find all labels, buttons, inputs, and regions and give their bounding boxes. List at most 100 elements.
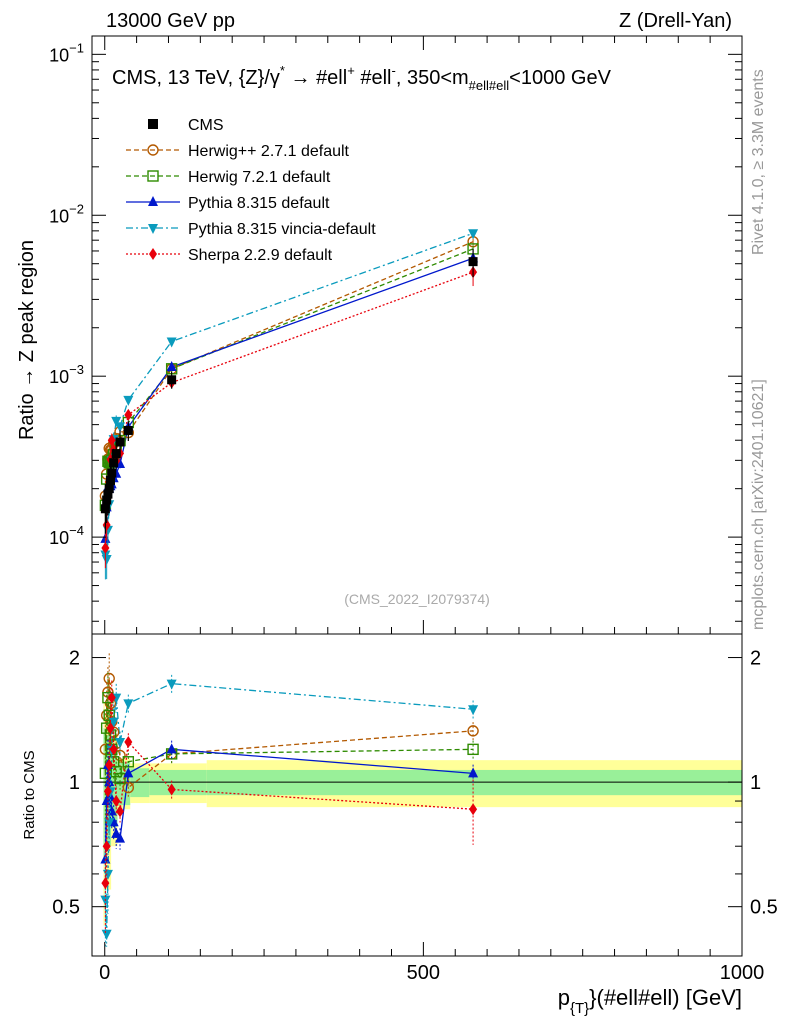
header-right: Z (Drell-Yan) (619, 10, 732, 32)
legend-label: Sherpa 2.2.9 default (188, 247, 333, 264)
ratio-point (108, 717, 119, 728)
legend-marker (149, 248, 157, 260)
ratio-point (100, 853, 111, 864)
series-point (101, 542, 110, 555)
ratio-point (111, 827, 122, 838)
band-stat-segment (130, 768, 150, 798)
series-point (468, 229, 479, 240)
legend-label: Pythia 8.315 vincia-default (188, 221, 376, 238)
series-point (101, 555, 112, 566)
ratio-point (115, 738, 126, 749)
series-point (111, 416, 122, 427)
series-point (124, 408, 133, 421)
ratio-point (115, 832, 126, 843)
analysis-watermark: (CMS_2022_I2079374) (344, 591, 490, 607)
data-point (104, 484, 114, 494)
data-point (468, 257, 478, 267)
rivet-label: Rivet 4.1.0, ≥ 3.3M events (750, 69, 767, 255)
series-line-3 (104, 232, 474, 560)
ratio-point (106, 722, 115, 735)
ratio-point (166, 743, 177, 754)
data-point (105, 475, 115, 485)
series-point (102, 518, 111, 531)
series-line-1 (104, 248, 474, 506)
ratio-point (116, 805, 125, 818)
ratio-point (467, 743, 479, 756)
legend-label: CMS (188, 117, 224, 134)
ratio-point (103, 785, 112, 798)
ratio-panel: 0.5 0.5 1 1 2 2 0 500 1000 (52, 633, 778, 984)
series-line-2 (104, 257, 474, 539)
series-point (107, 434, 116, 447)
ratio-tick-label-left: 2 (69, 648, 80, 670)
main-series-lines (104, 232, 474, 560)
ratio-line-3 (104, 682, 474, 934)
main-panel: 10−4 10−3 10−2 10−1 CMS, 13 TeV, {Z}/γ* → #… (49, 35, 743, 635)
header-left: 13000 GeV pp (106, 10, 235, 32)
x-axis-label: p{T}}(#ell#ell) [GeV] (558, 985, 742, 1017)
ratio-point (123, 699, 134, 710)
data-point (109, 458, 119, 468)
ratio-tick-label-left: 0.5 (52, 897, 80, 919)
ratio-point (124, 736, 133, 749)
ratio-point (123, 767, 134, 778)
ratio-point (112, 795, 121, 808)
ratio-axis-label: Ratio to CMS (21, 750, 38, 839)
x-tick-label: 1000 (720, 962, 765, 984)
uncertainty-band (103, 703, 743, 926)
series-point (123, 395, 134, 406)
series-line-0 (104, 241, 474, 497)
y-axis-label: Ratio → Z peak region (16, 240, 38, 440)
legend-label: Herwig++ 2.7.1 default (188, 143, 350, 160)
ratio-point (114, 772, 126, 785)
ratio-tick-label-right: 2 (750, 648, 761, 670)
mcplots-label: mcplots.cern.ch [arXiv:2401.10621] (750, 379, 767, 630)
main-axis-ticks: 10−4 10−3 10−2 10−1 (49, 36, 743, 634)
data-point (107, 468, 117, 478)
ratio-tick-label-right: 0.5 (750, 897, 778, 919)
series-point (115, 422, 126, 433)
legend-label: Pythia 8.315 default (188, 195, 330, 212)
legend: CMS Herwig++ 2.7.1 default Herwig 7.2.1 de… (126, 117, 376, 264)
ratio-point (106, 805, 117, 816)
ratio-point (122, 781, 135, 794)
x-tick-label: 500 (407, 962, 440, 984)
main-series-markers (99, 229, 479, 580)
series-line-4 (104, 271, 474, 549)
series-point (166, 337, 177, 348)
ratio-axis-ticks: 0.5 0.5 1 1 2 2 0 500 1000 (52, 648, 778, 984)
y-tick-label: 10−3 (49, 362, 84, 387)
ratio-point (103, 709, 115, 722)
data-point (111, 449, 121, 459)
data-point (123, 425, 133, 435)
data-point (167, 375, 177, 385)
series-point (166, 361, 177, 372)
ratio-point (102, 840, 111, 853)
data-point (103, 489, 113, 499)
y-tick-label: 10−4 (49, 523, 84, 548)
y-tick-label: 10−1 (49, 40, 84, 65)
plot-title: CMS, 13 TeV, {Z}/γ* → #ell+ #ell-, 350<m… (112, 63, 612, 93)
legend-marker (147, 144, 159, 156)
data-point (100, 504, 110, 514)
ratio-point (107, 691, 116, 704)
ratio-tick-label-left: 1 (69, 772, 80, 794)
ratio-series-markers (99, 653, 479, 947)
x-tick-label: 0 (99, 962, 110, 984)
ratio-point (110, 765, 122, 778)
legend-marker (148, 196, 158, 206)
ratio-point (166, 679, 177, 690)
ratio-point (104, 818, 115, 829)
data-point (115, 437, 125, 447)
ratio-point (468, 705, 479, 716)
ratio-point (101, 877, 110, 890)
ratio-point (114, 749, 126, 762)
ratio-point (469, 803, 478, 816)
ratio-point (105, 758, 114, 771)
band-stat-segment (103, 728, 105, 860)
ratio-point (122, 756, 135, 768)
ratio-point (109, 743, 118, 756)
ratio-point (467, 725, 479, 737)
ratio-line-4 (104, 697, 474, 884)
